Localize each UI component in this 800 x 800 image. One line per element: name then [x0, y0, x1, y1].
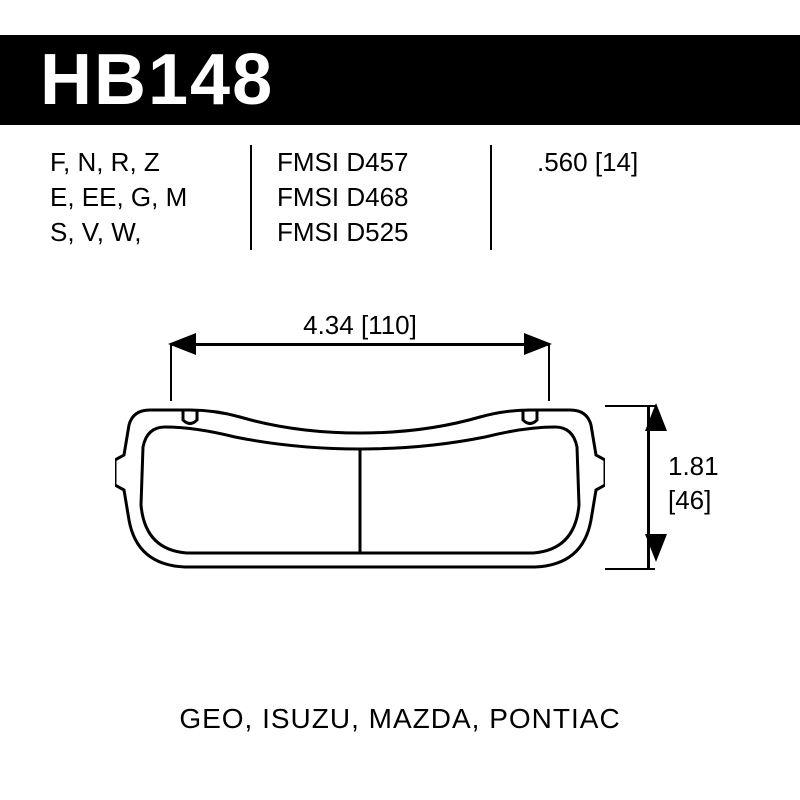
vehicle-makes: GEO, ISUZU, MAZDA, PONTIAC	[0, 703, 800, 735]
fmsi-line: FMSI D457	[277, 145, 490, 180]
height-dimension: 1.81 [46]	[640, 405, 750, 580]
arrow-left-icon	[168, 333, 196, 355]
compounds-line: E, EE, G, M	[50, 180, 235, 215]
fmsi-line: FMSI D468	[277, 180, 490, 215]
width-arrow-line	[170, 343, 550, 346]
height-inches: 1.81	[668, 450, 719, 484]
fmsi-line: FMSI D525	[277, 215, 490, 250]
thickness-value: .560 [14]	[537, 145, 750, 180]
thickness-column: .560 [14]	[490, 145, 750, 250]
compounds-line: F, N, R, Z	[50, 145, 235, 180]
spec-row: F, N, R, Z E, EE, G, M S, V, W, FMSI D45…	[50, 145, 750, 250]
width-label: 4.34 [110]	[170, 310, 550, 341]
header-bar: HB148	[0, 35, 800, 125]
diagram-area: 4.34 [110] 1.81 [46]	[50, 310, 750, 660]
compounds-column: F, N, R, Z E, EE, G, M S, V, W,	[50, 145, 250, 250]
extension-line-right	[548, 346, 550, 401]
height-label: 1.81 [46]	[668, 450, 719, 518]
extension-line-left	[170, 346, 172, 401]
brake-pad-svg	[115, 405, 605, 580]
arrow-down-icon	[645, 534, 667, 562]
compounds-line: S, V, W,	[50, 215, 235, 250]
brake-pad-outline	[115, 405, 605, 580]
part-number: HB148	[0, 35, 800, 125]
height-mm: [46]	[668, 484, 719, 518]
fmsi-column: FMSI D457 FMSI D468 FMSI D525	[250, 145, 490, 250]
arrow-up-icon	[645, 403, 667, 431]
width-dimension: 4.34 [110]	[170, 310, 550, 370]
height-arrow-line	[647, 405, 650, 570]
